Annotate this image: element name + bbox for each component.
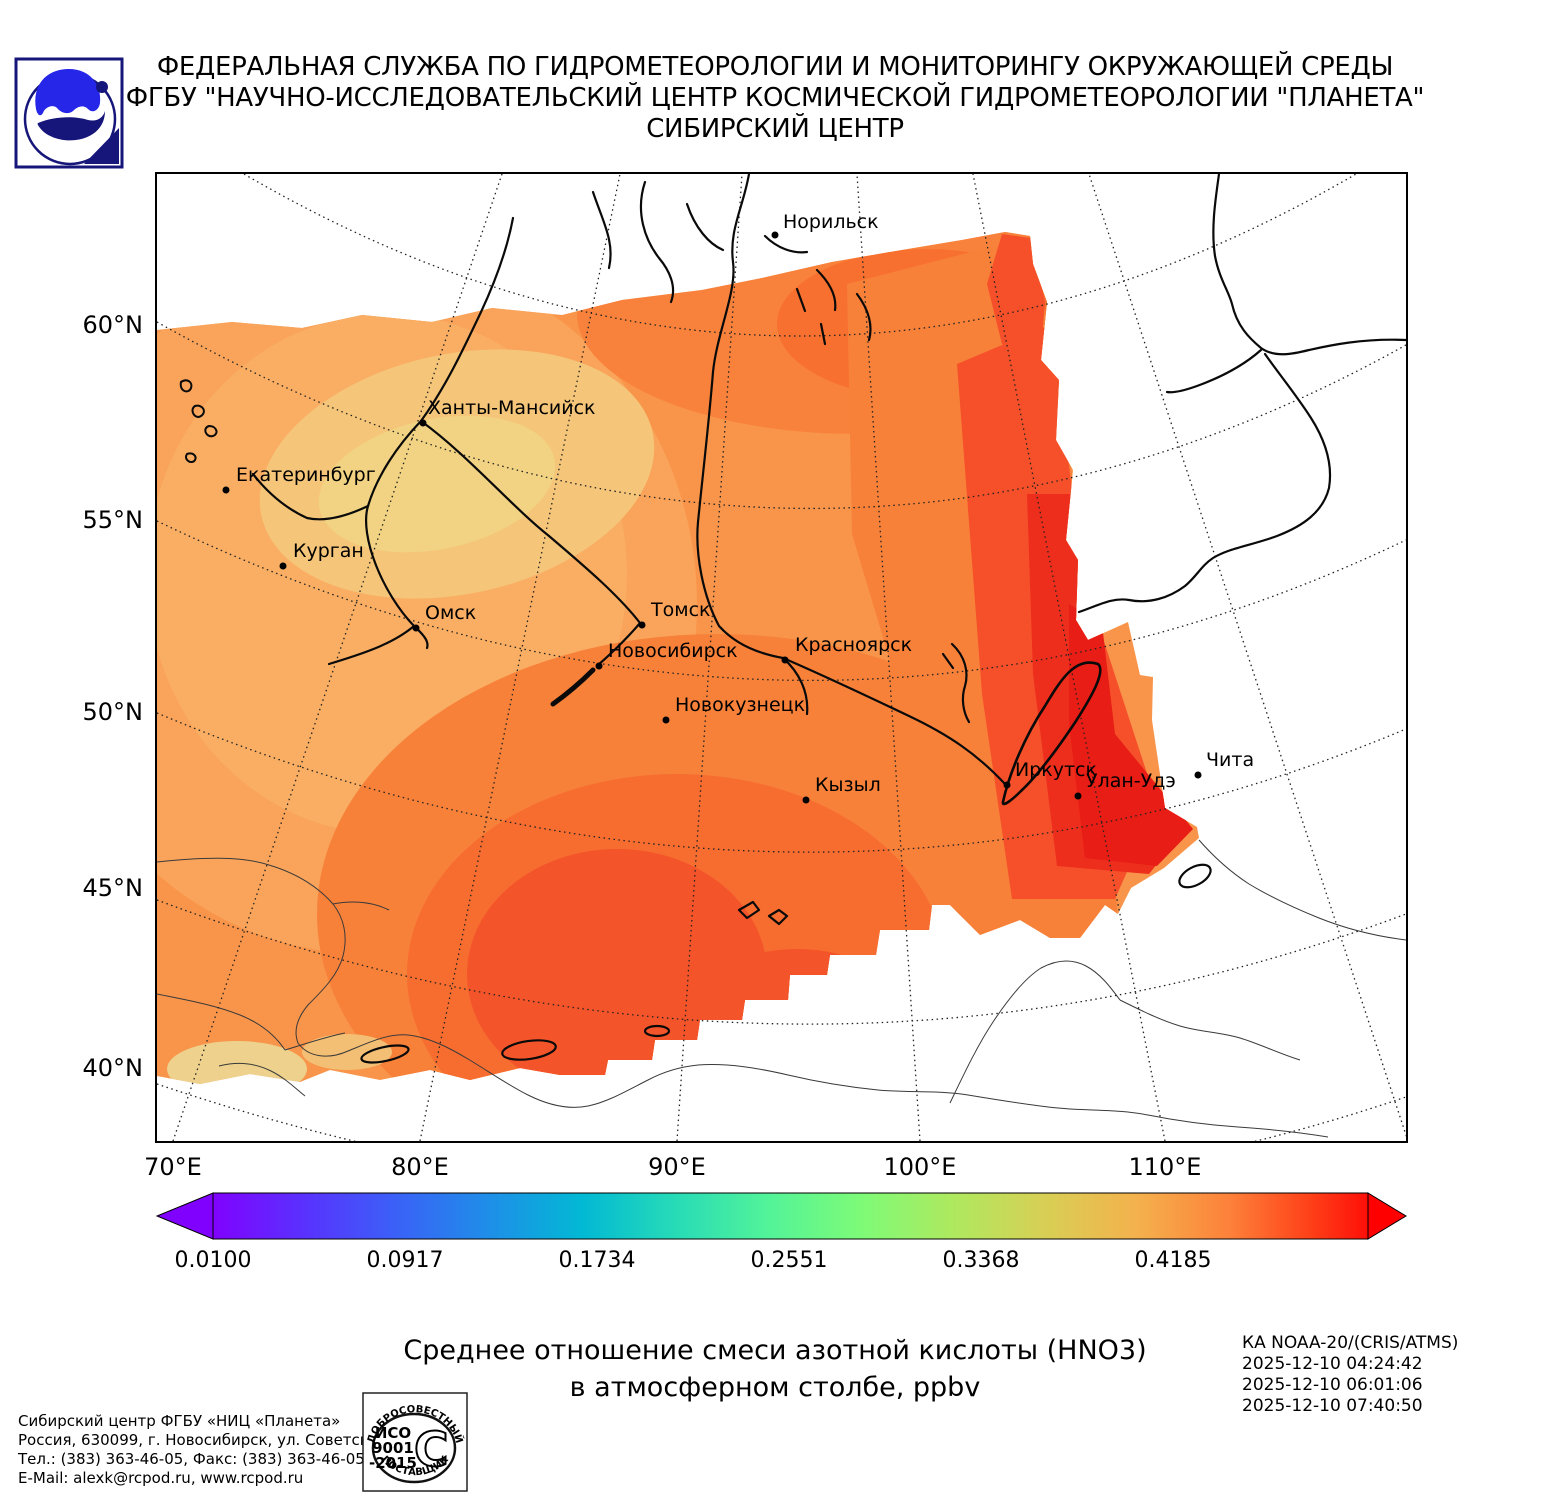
iso-9001-stamp-icon: С ИСО 9001 -2015 ДОБРОСОВЕСТНЫЙ ПОСТАВЩИ… <box>362 1392 468 1492</box>
city-label: Омск <box>425 601 477 624</box>
title-line-2: ФГБУ "НАУЧНО-ИССЛЕДОВАТЕЛЬСКИЙ ЦЕНТР КОС… <box>125 83 1425 113</box>
pass-time: 2025-12-10 06:01:06 <box>1242 1375 1423 1395</box>
city-dot <box>1074 792 1082 800</box>
contact-email: E-Mail: alexk@rcpod.ru, www.rcpod.ru <box>18 1469 304 1487</box>
city-label: Чита <box>1206 748 1255 771</box>
colorbar-tick: 0.1734 <box>558 1248 636 1273</box>
colorbar-gradient <box>155 1192 1407 1240</box>
colorbar-tick: 0.4185 <box>1134 1248 1212 1273</box>
lon-tick-80e: 80°E <box>391 1153 449 1181</box>
colorbar-tick: 0.0100 <box>174 1248 252 1273</box>
colorbar-tick: 0.3368 <box>942 1248 1020 1273</box>
svg-text:ИСО: ИСО <box>375 1424 411 1442</box>
lat-tick-40n: 40°N <box>82 1054 144 1082</box>
city-label: Иркутск <box>1015 758 1097 781</box>
city-label: Красноярск <box>795 633 913 656</box>
title-line-3: СИБИРСКИЙ ЦЕНТР <box>646 114 904 144</box>
city-label: Норильск <box>783 210 879 233</box>
planeta-logo-icon <box>14 57 124 169</box>
lat-tick-45n: 45°N <box>82 874 144 902</box>
city-dot <box>1194 771 1202 779</box>
contact-address: Россия, 630099, г. Новосибирск, ул. Сове… <box>18 1431 416 1449</box>
title-line-1: ФЕДЕРАЛЬНАЯ СЛУЖБА ПО ГИДРОМЕТЕОРОЛОГИИ … <box>156 52 1394 82</box>
satellite-info: КА NOAA-20/(CRIS/ATMS) 2025-12-10 04:24:4… <box>1242 1333 1458 1417</box>
city-label: Томск <box>651 598 711 621</box>
city-label: Улан-Удэ <box>1086 769 1176 792</box>
city-dot <box>771 231 779 239</box>
product-caption: Среднее отношение смеси азотной кислоты … <box>0 1332 1550 1406</box>
city-dot <box>781 656 789 664</box>
page-title: ФЕДЕРАЛЬНАЯ СЛУЖБА ПО ГИДРОМЕТЕОРОЛОГИИ … <box>0 52 1550 145</box>
lon-tick-110e: 110°E <box>1128 1153 1202 1181</box>
city-dot <box>419 419 427 427</box>
svg-text:9001: 9001 <box>372 1439 414 1457</box>
contact-info: Сибирский центр ФГБУ «НИЦ «Планета» Росси… <box>18 1412 416 1488</box>
city-dot <box>662 716 670 724</box>
lon-tick-100e: 100°E <box>883 1153 957 1181</box>
colorbar-tick: 0.0917 <box>366 1248 444 1273</box>
city-dot <box>638 621 646 629</box>
map-canvas: Норильск Ханты-Мансийск Екатеринбург Кур… <box>155 172 1408 1143</box>
lon-tick-70e: 70°E <box>144 1153 202 1181</box>
city-label: Екатеринбург <box>236 463 376 486</box>
caption-line-1: Среднее отношение смеси азотной кислоты … <box>403 1335 1147 1366</box>
city-dot <box>412 624 420 632</box>
city-label: Кызыл <box>815 773 881 796</box>
map-graphics <box>157 174 1406 1141</box>
contact-phone: Тел.: (383) 363-46-05, Факс: (383) 363-4… <box>18 1450 365 1468</box>
graticule-grid <box>157 174 1406 1141</box>
city-dot <box>802 796 810 804</box>
lon-tick-90e: 90°E <box>648 1153 706 1181</box>
city-dot <box>222 486 230 494</box>
svg-text:С: С <box>414 1423 449 1478</box>
city-dot <box>595 662 603 670</box>
city-label: Ханты-Мансийск <box>428 396 596 419</box>
city-label: Курган <box>293 539 364 562</box>
country-borders <box>157 839 1406 1138</box>
caption-line-2: в атмосферном столбе, ppbv <box>569 1372 981 1403</box>
rivers-lakes <box>179 174 1406 1064</box>
city-dot <box>1003 781 1011 789</box>
city-label: Новосибирск <box>608 639 738 662</box>
pass-time: 2025-12-10 04:24:42 <box>1242 1354 1423 1374</box>
colorbar <box>155 1192 1408 1240</box>
lat-tick-55n: 55°N <box>82 506 144 534</box>
lat-tick-50n: 50°N <box>82 698 144 726</box>
contact-org: Сибирский центр ФГБУ «НИЦ «Планета» <box>18 1412 341 1430</box>
satellite-platform: КА NOAA-20/(CRIS/ATMS) <box>1242 1333 1459 1353</box>
colorbar-tick: 0.2551 <box>750 1248 828 1273</box>
svg-text:-2015: -2015 <box>369 1454 417 1472</box>
city-label: Новокузнецк <box>675 693 806 716</box>
pass-time: 2025-12-10 07:40:50 <box>1242 1396 1423 1416</box>
lat-tick-60n: 60°N <box>82 311 144 339</box>
city-dot <box>279 562 287 570</box>
